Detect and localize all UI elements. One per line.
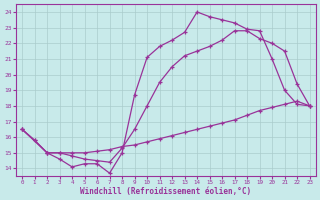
X-axis label: Windchill (Refroidissement éolien,°C): Windchill (Refroidissement éolien,°C) <box>80 187 252 196</box>
